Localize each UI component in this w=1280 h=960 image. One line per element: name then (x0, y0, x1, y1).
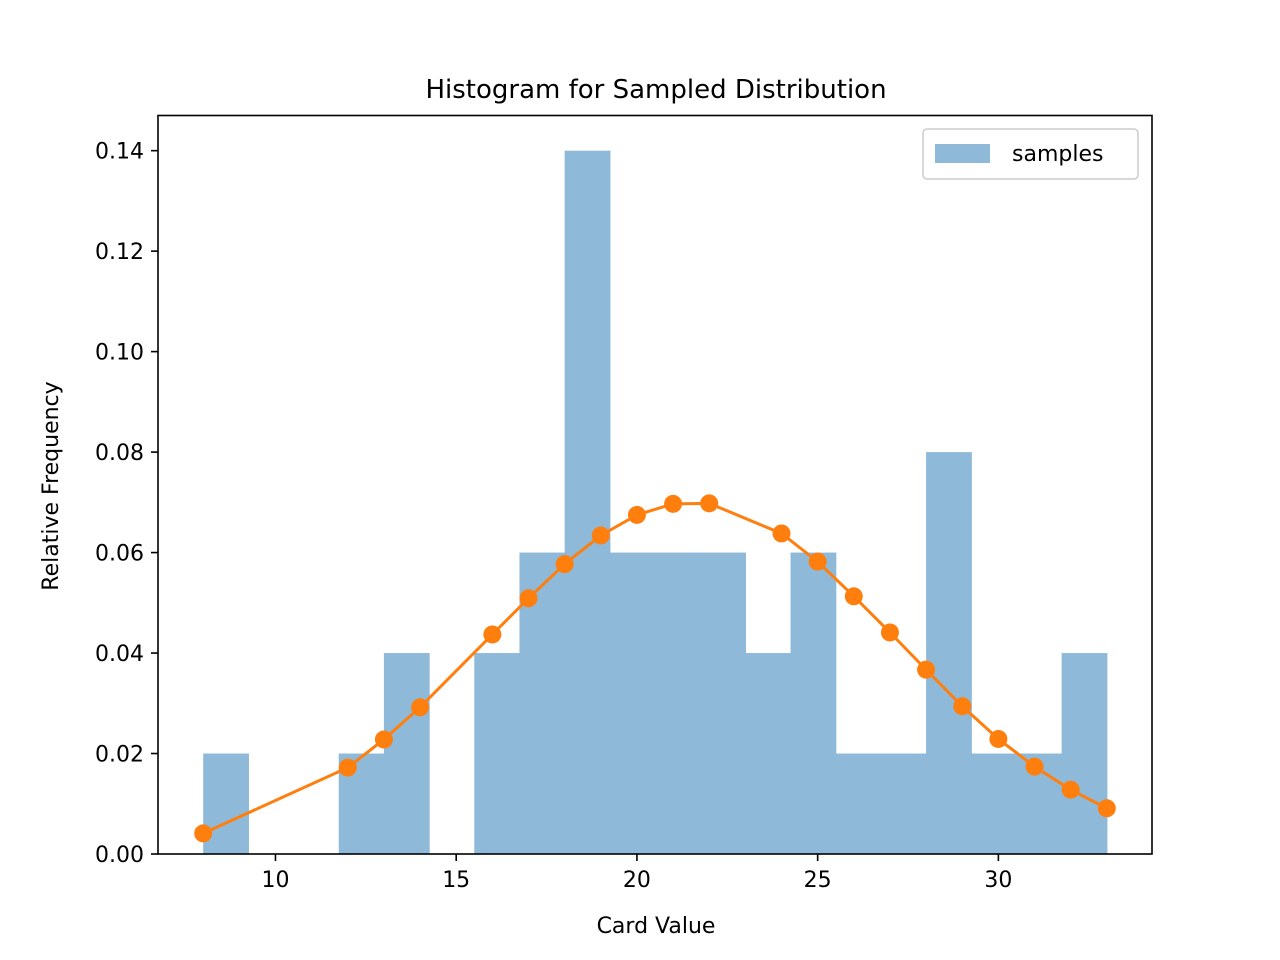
histogram-bar (564, 150, 611, 854)
x-tick-label: 20 (623, 868, 651, 893)
histogram-bar (835, 753, 882, 854)
fit-line-point (1061, 780, 1080, 799)
y-tick-label: 0.10 (95, 341, 144, 366)
fit-line-point (844, 587, 863, 606)
fit-line-point (411, 698, 430, 717)
y-tick-label: 0.12 (95, 240, 144, 265)
fit-line-point (880, 623, 899, 642)
fit-line-point (627, 505, 646, 524)
legend-frame (922, 128, 1139, 180)
fit-line-point (338, 758, 357, 777)
histogram-bars (203, 150, 1108, 854)
histogram-bar (609, 552, 656, 854)
legend-swatch-samples (935, 144, 990, 163)
fit-line-point (772, 524, 791, 543)
fit-line-point (989, 729, 1008, 748)
fit-line-point (664, 494, 683, 513)
fit-line-point (808, 552, 827, 571)
fit-line-point (953, 697, 972, 716)
fit-line-point (483, 625, 502, 644)
x-axis-ticks: 10 15 20 25 30 (261, 854, 1012, 893)
histogram-bar (880, 753, 927, 854)
histogram-bar (926, 452, 972, 854)
histogram-bar (383, 653, 430, 854)
y-axis-ticks: 0.00 0.02 0.04 0.06 0.08 0.10 0.12 0.14 (95, 140, 158, 868)
y-tick-label: 0.02 (95, 743, 144, 768)
histogram-bar (1061, 653, 1108, 854)
fit-line-point (700, 494, 719, 513)
y-axis-label: Relative Frequency (39, 381, 64, 590)
histogram-bar (745, 653, 792, 854)
y-tick-label: 0.00 (95, 843, 144, 868)
fit-line-point (374, 730, 393, 749)
fit-line-point (917, 660, 936, 679)
x-tick-label: 30 (984, 868, 1012, 893)
fit-line-point (591, 526, 610, 545)
fit-line-point (194, 824, 213, 843)
fit-line-series (194, 494, 1116, 843)
legend-label-samples: samples (1012, 142, 1103, 167)
histogram-bar (655, 552, 701, 854)
y-tick-label: 0.06 (95, 542, 144, 567)
x-tick-label: 10 (261, 868, 289, 893)
legend: samples (922, 128, 1139, 180)
plot-frame (157, 114, 1153, 855)
x-tick-label: 25 (804, 868, 832, 893)
x-axis-label: Card Value (597, 914, 716, 939)
y-tick-label: 0.14 (95, 140, 144, 165)
histogram-bar (971, 753, 1018, 854)
fit-line-point (519, 589, 538, 608)
fit-line-point (555, 555, 574, 574)
y-tick-label: 0.08 (95, 441, 144, 466)
chart-title: Histogram for Sampled Distribution (425, 75, 886, 105)
y-tick-label: 0.04 (95, 642, 144, 667)
x-tick-label: 15 (442, 868, 470, 893)
histogram-bar (700, 552, 746, 854)
fit-line-point (1025, 757, 1044, 776)
fit-line-point (1097, 799, 1116, 818)
histogram-bar (474, 653, 521, 854)
histogram-bar (790, 552, 837, 854)
